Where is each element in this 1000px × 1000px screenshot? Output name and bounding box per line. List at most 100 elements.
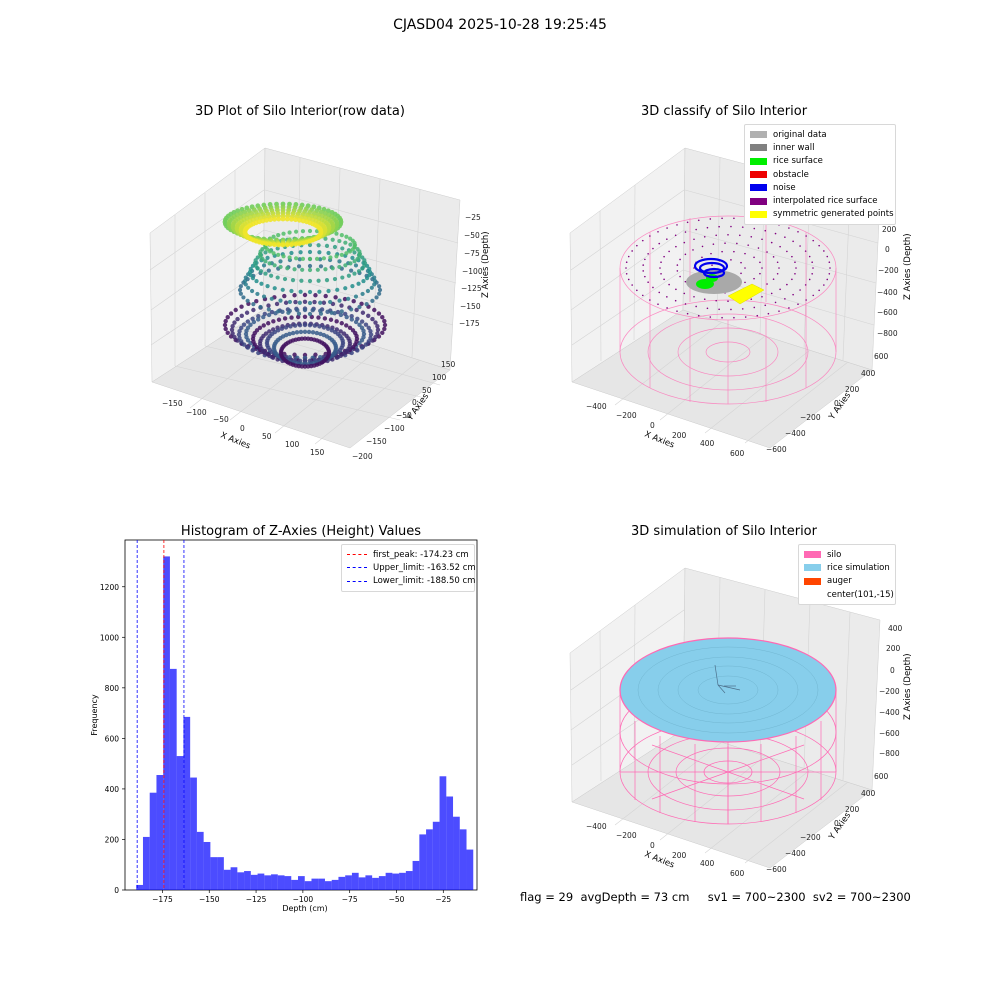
classify-zlabel: Z Axies (Depth) xyxy=(903,233,913,300)
classify-legend: original data inner wall rice surface obsta… xyxy=(744,124,896,226)
classify-xtick: −400 xyxy=(586,402,607,411)
legend-label: auger xyxy=(827,576,852,587)
classify-ytick: 200 xyxy=(845,385,860,394)
legend-entry: Lower_limit: -188.50 cm xyxy=(347,575,475,588)
classify-xtick: 400 xyxy=(700,439,715,448)
raw-xtick: −100 xyxy=(186,408,207,417)
legend-color-swatch xyxy=(804,551,821,559)
histogram-bar xyxy=(169,668,177,890)
histogram-bar xyxy=(432,821,440,890)
histogram-title: Histogram of Z-Axies (Height) Values xyxy=(180,524,422,539)
x-tick-label: −50 xyxy=(389,895,405,904)
raw-ztick: −175 xyxy=(459,319,480,328)
sim-zlabel: Z Axies (Depth) xyxy=(903,653,913,720)
legend-color-swatch xyxy=(804,577,821,585)
legend-entry: auger xyxy=(804,575,890,588)
histogram-bar xyxy=(284,876,292,890)
sim-xtick: 600 xyxy=(730,869,745,878)
classify-xtick: 0 xyxy=(650,421,655,430)
histogram-bar xyxy=(399,872,406,890)
legend-label: noise xyxy=(773,182,796,193)
raw-ztick: −150 xyxy=(460,302,481,311)
classify-ytick: −200 xyxy=(800,413,821,422)
histogram-bar xyxy=(196,831,204,890)
status-footer: flag = 29 avgDepth = 73 cm sv1 = 700~230… xyxy=(520,890,911,904)
legend-color-swatch xyxy=(750,171,767,179)
x-tick-label: −125 xyxy=(246,895,267,904)
x-tick-label: −150 xyxy=(199,895,220,904)
raw-xtick: −150 xyxy=(162,399,183,408)
legend-label: center(101,-15) xyxy=(827,589,894,600)
sim-xtick: 0 xyxy=(650,841,655,850)
raw-ytick: 150 xyxy=(441,360,456,369)
histogram-bar xyxy=(318,878,325,890)
raw-panel-title: 3D Plot of Silo Interior(row data) xyxy=(195,104,405,119)
sim-ytick: 400 xyxy=(861,789,876,798)
sim-ztick: −200 xyxy=(879,687,900,696)
sim-ztick: 0 xyxy=(890,666,895,675)
classify-ytick: −600 xyxy=(766,445,787,454)
legend-entry: first_peak: -174.23 cm xyxy=(347,548,469,561)
sim-ytick: 600 xyxy=(874,772,889,781)
histogram-xlabel: Depth (cm) xyxy=(282,904,327,913)
raw-xtick: 100 xyxy=(285,440,300,449)
histogram-bar xyxy=(264,875,272,890)
histogram-bar xyxy=(392,873,400,890)
legend-color-swatch xyxy=(804,591,821,599)
sim-ytick: 0 xyxy=(834,819,839,828)
histogram-bar xyxy=(405,871,413,890)
legend-color-swatch xyxy=(804,564,821,572)
classify-ztick: −800 xyxy=(877,329,898,338)
histogram-bar xyxy=(351,872,359,890)
legend-color-swatch xyxy=(750,210,767,218)
histogram-bar xyxy=(291,879,299,890)
raw-ytick: −200 xyxy=(352,452,373,461)
sim-ztick: −400 xyxy=(879,708,900,717)
raw-ztick: −25 xyxy=(465,213,481,222)
histogram-bar xyxy=(142,836,150,890)
simulation-panel-title: 3D simulation of Silo Interior xyxy=(631,524,817,539)
raw-zlabel: Z Axies (Depth) xyxy=(481,231,491,298)
legend-entry: inner wall xyxy=(750,141,890,154)
raw-3d-plot: −150 −100 −50 0 50 100 150 150 100 50 0 … xyxy=(149,147,491,461)
x-tick-label: −25 xyxy=(435,895,451,904)
classify-ytick: −400 xyxy=(785,429,806,438)
histogram-bar xyxy=(176,756,184,890)
histogram-bar xyxy=(419,834,427,890)
y-tick-label: 800 xyxy=(105,684,120,693)
histogram-bar xyxy=(190,777,197,890)
sim-ytick: −200 xyxy=(800,833,821,842)
histogram-ylabel: Frequency xyxy=(90,694,99,736)
legend-label: Upper_limit: -163.52 cm xyxy=(373,562,476,573)
raw-ztick: −50 xyxy=(464,231,480,240)
histogram-bar xyxy=(331,879,339,890)
histogram-reference-lines xyxy=(136,540,185,890)
legend-color-swatch xyxy=(750,197,767,205)
histogram-bar xyxy=(466,849,474,890)
raw-ytick: −150 xyxy=(366,437,387,446)
classify-ytick: 400 xyxy=(861,369,876,378)
simulation-legend: silo rice simulation auger center(101,-15) xyxy=(798,544,896,606)
histogram-bar xyxy=(439,776,447,890)
histogram-bar xyxy=(210,857,218,890)
histogram-bar xyxy=(298,876,305,890)
x-tick-label: −175 xyxy=(152,895,173,904)
noise-points xyxy=(693,257,729,279)
legend-entry: Upper_limit: -163.52 cm xyxy=(347,561,476,574)
raw-xtick: −50 xyxy=(213,415,229,424)
histogram-bar xyxy=(372,877,379,890)
classify-ztick: −400 xyxy=(877,288,898,297)
legend-entry: silo xyxy=(804,548,890,561)
histogram-bar xyxy=(426,829,433,890)
sim-ytick: −400 xyxy=(785,849,806,858)
histogram-bar xyxy=(358,877,366,890)
legend-label: obstacle xyxy=(773,169,809,180)
legend-color-swatch xyxy=(750,184,767,192)
legend-label: first_peak: -174.23 cm xyxy=(373,549,469,560)
y-tick-label: 200 xyxy=(105,835,120,844)
legend-line-swatch xyxy=(347,567,367,569)
raw-ztick: −125 xyxy=(461,284,482,293)
legend-label: rice simulation xyxy=(827,562,890,573)
raw-ytick: 100 xyxy=(432,373,447,382)
legend-entry: rice simulation xyxy=(804,561,890,574)
